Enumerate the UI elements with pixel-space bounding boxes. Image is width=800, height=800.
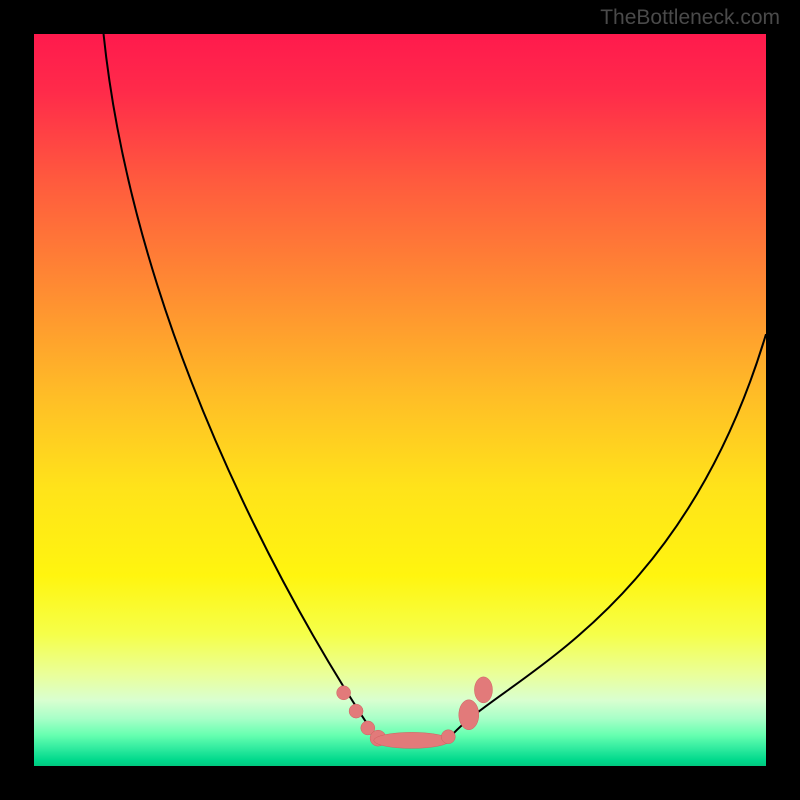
- watermark-text: TheBottleneck.com: [600, 6, 780, 30]
- curve-marker: [459, 700, 479, 730]
- chart-frame: [0, 0, 800, 800]
- curve-marker: [337, 686, 351, 700]
- curve-markers: [337, 677, 493, 749]
- bottleneck-curve: [34, 34, 766, 766]
- curve-marker: [474, 677, 492, 703]
- curve-marker: [441, 730, 455, 744]
- curve-marker: [374, 732, 450, 748]
- curve-marker: [349, 704, 363, 718]
- plot-area: [34, 34, 766, 766]
